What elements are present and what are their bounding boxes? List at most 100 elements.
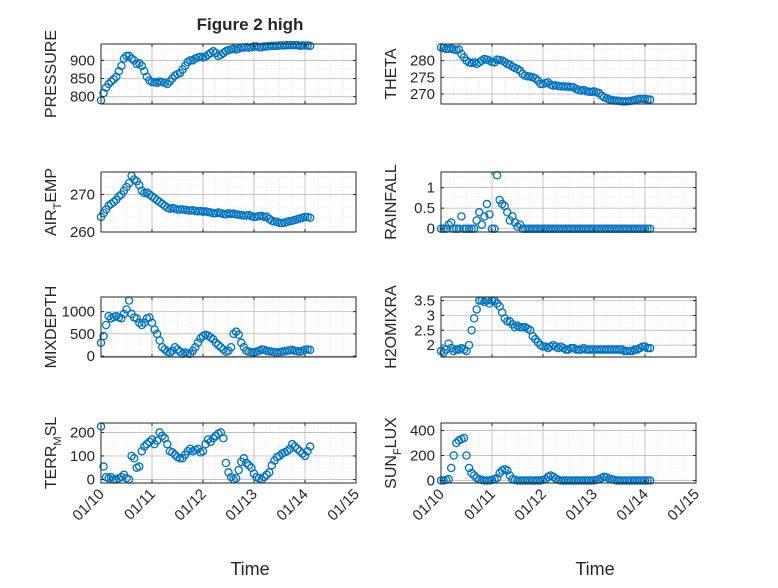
h2omixra-data-point: [515, 323, 525, 332]
sunflux-data-point: [449, 451, 458, 460]
pressure-data-point: [134, 59, 144, 68]
terrmsl-data-point: [259, 472, 269, 482]
sunflux-data-point: [459, 433, 469, 443]
pressure-y-axis-label: PRESSURE: [43, 30, 60, 118]
terrmsl-data-point: [208, 434, 218, 443]
theta-y-tick-label: 280: [410, 53, 435, 70]
mixdepth-data-point: [145, 313, 154, 322]
pressure-data-point: [185, 56, 195, 65]
terrmsl-data-point: [221, 458, 231, 468]
h2omixra-axes-box: [440, 296, 697, 358]
airtemp-data-point: [106, 199, 116, 209]
mixdepth-data-point: [234, 330, 243, 340]
h2omixra-y-tick-label: 2.5: [414, 322, 435, 339]
h2omixra-data-point: [612, 345, 622, 354]
rainfall-data-point: [477, 220, 487, 229]
subplot-airtemp: 260 270 AIRTEMP: [43, 168, 357, 241]
theta-data-point: [500, 57, 509, 67]
mixdepth-data-point: [214, 340, 223, 350]
sunflux-data-point: [492, 473, 502, 483]
theta-data-point: [594, 88, 604, 98]
mixdepth-data-point: [173, 345, 182, 354]
terrmsl-data-point: [244, 461, 254, 470]
mixdepth-axes-box: [100, 296, 357, 358]
h2omixra-data-point: [561, 345, 571, 354]
terrmsl-data-point: [305, 442, 315, 451]
terrmsl-data-point: [147, 435, 157, 444]
terrmsl-data-point: [224, 468, 233, 477]
mixdepth-data-point: [229, 329, 238, 339]
pressure-data-point: [305, 41, 315, 51]
x-axis-label-right: Time: [575, 559, 614, 579]
terrmsl-data-point: [303, 446, 312, 456]
terrmsl-y-axis-label: TERRMSL: [43, 417, 64, 489]
mixdepth-data-point: [132, 314, 141, 323]
terrmsl-data-point: [168, 448, 177, 457]
sunflux-y-tick-label: 0: [427, 473, 435, 490]
airtemp-data-point: [137, 186, 147, 195]
terrmsl-data-point: [293, 444, 302, 454]
mixdepth-y-tick-label: 1000: [62, 304, 95, 321]
h2omixra-data-point: [464, 340, 474, 350]
pressure-data-point: [122, 51, 131, 61]
mixdepth-y-axis-label: MIXDEPTH: [43, 286, 60, 369]
terrmsl-data-point: [234, 465, 243, 475]
mixdepth-data-point: [170, 342, 180, 352]
h2omixra-data-point: [625, 346, 634, 356]
x-axis-label-left: Time: [230, 559, 269, 579]
rainfall-data-point: [482, 199, 492, 209]
mixdepth-data-point: [137, 320, 147, 330]
mixdepth-data-point: [157, 342, 167, 352]
airtemp-data-point: [114, 192, 124, 201]
terrmsl-data-point: [242, 458, 251, 468]
h2omixra-y-axis-label: H2OMIXRA: [383, 285, 400, 369]
sunflux-y-tick-label: 200: [410, 448, 435, 465]
theta-data-point: [536, 79, 545, 89]
rainfall-data-point: [472, 216, 481, 225]
terrmsl-data-point: [231, 474, 241, 483]
rainfall-y-tick-label: 0.5: [414, 200, 435, 217]
sunflux-data-point: [462, 451, 471, 460]
h2omixra-data-point: [444, 339, 453, 348]
mixdepth-y-tick-label: 500: [70, 326, 95, 343]
rainfall-data-point: [497, 199, 507, 209]
sunflux-data-point: [503, 466, 512, 475]
pressure-y-tick-label: 850: [70, 71, 95, 88]
pressure-data-point: [117, 61, 126, 71]
pressure-data-point: [106, 77, 116, 86]
mixdepth-data-point: [117, 314, 126, 323]
h2omixra-data-point: [566, 343, 576, 353]
terrmsl-data-point: [201, 439, 210, 449]
rainfall-y-axis-label: RAINFALL: [383, 164, 400, 240]
rainfall-data-point: [444, 220, 453, 229]
sunflux-data-point: [643, 476, 652, 485]
airtemp-y-tick-label: 270: [70, 187, 95, 204]
pressure-y-tick-label: 900: [70, 52, 95, 69]
pressure-data-point: [124, 51, 134, 61]
terrmsl-y-tick-label: 200: [70, 424, 95, 441]
terrmsl-data-point: [99, 462, 108, 471]
terrmsl-y-tick-label: 0: [87, 471, 95, 488]
h2omixra-data-point: [630, 345, 640, 354]
h2omixra-data-point: [467, 326, 476, 335]
terrmsl-data-point: [282, 446, 292, 456]
terrmsl-data-point: [203, 435, 213, 444]
mixdepth-data-point: [101, 320, 111, 330]
theta-axes-box: [440, 43, 697, 105]
h2omixra-y-tick-label: 3: [427, 307, 435, 324]
pressure-data-point: [104, 79, 113, 89]
terrmsl-data-point: [140, 442, 149, 451]
terrmsl-data-point: [226, 472, 236, 482]
rainfall-data-point: [513, 222, 522, 231]
mixdepth-data-point: [236, 338, 246, 348]
h2omixra-data-point: [571, 345, 581, 354]
sunflux-y-tick-label: 400: [410, 423, 435, 440]
h2omixra-data-point: [622, 346, 632, 356]
terrmsl-data-point: [290, 442, 300, 451]
terrmsl-data-point: [298, 449, 307, 458]
terrmsl-data-point: [117, 472, 126, 482]
h2omixra-y-tick-label: 2: [427, 337, 435, 354]
airtemp-data-point: [265, 214, 274, 224]
